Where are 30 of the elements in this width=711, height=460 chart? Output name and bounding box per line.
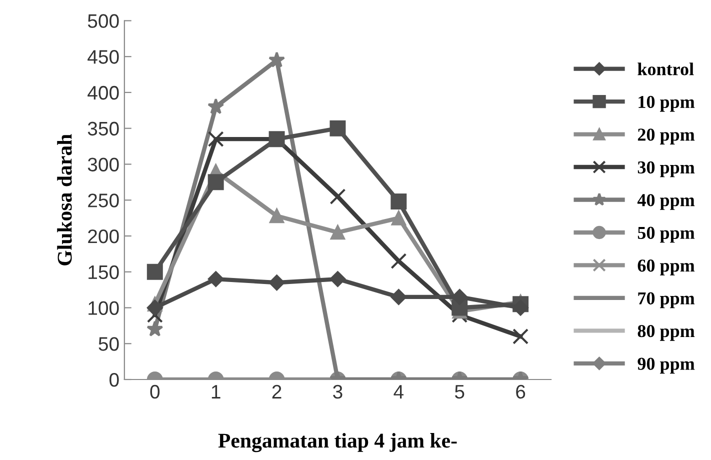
x-tick-label: 6 xyxy=(516,384,526,399)
x-tick-label: 5 xyxy=(454,385,464,399)
y-tick-label: 50 xyxy=(98,337,119,351)
y-tick-label: 200 xyxy=(88,229,119,244)
legend-label: 90 ppm xyxy=(638,358,695,374)
legend-label: 50 ppm xyxy=(638,226,695,243)
y-tick-label: 100 xyxy=(88,301,119,315)
x-axis-title: Pengamatan tiap 4 jam ke- xyxy=(218,433,457,452)
y-tick-label: 400 xyxy=(88,86,119,100)
y-tick-label: 150 xyxy=(88,265,119,280)
legend-label: 80 ppm xyxy=(638,325,695,341)
y-tick-label: 300 xyxy=(88,158,119,172)
legend-label: 70 ppm xyxy=(638,292,695,308)
x-tick-label: 0 xyxy=(150,384,160,399)
y-tick-label: 500 xyxy=(88,14,119,28)
legend-label: 20 ppm xyxy=(638,128,695,144)
legend-label: kontrol xyxy=(638,62,694,76)
y-tick-label: 450 xyxy=(88,50,119,64)
y-tick-label: 0 xyxy=(110,372,119,387)
legend-label: 30 ppm xyxy=(638,161,695,178)
y-tick-label: 250 xyxy=(88,194,119,208)
x-tick-label: 2 xyxy=(272,384,282,398)
legend-label: 10 ppm xyxy=(638,96,695,112)
y-tick-label: 350 xyxy=(88,122,119,136)
x-tick-label: 1 xyxy=(212,385,220,398)
x-tick-label: 3 xyxy=(333,384,342,399)
legend-label: 60 ppm xyxy=(638,260,695,276)
y-axis-title: Glukosa darah xyxy=(57,134,72,266)
legend-label: 40 ppm xyxy=(637,194,695,210)
x-tick-label: 4 xyxy=(394,385,404,398)
